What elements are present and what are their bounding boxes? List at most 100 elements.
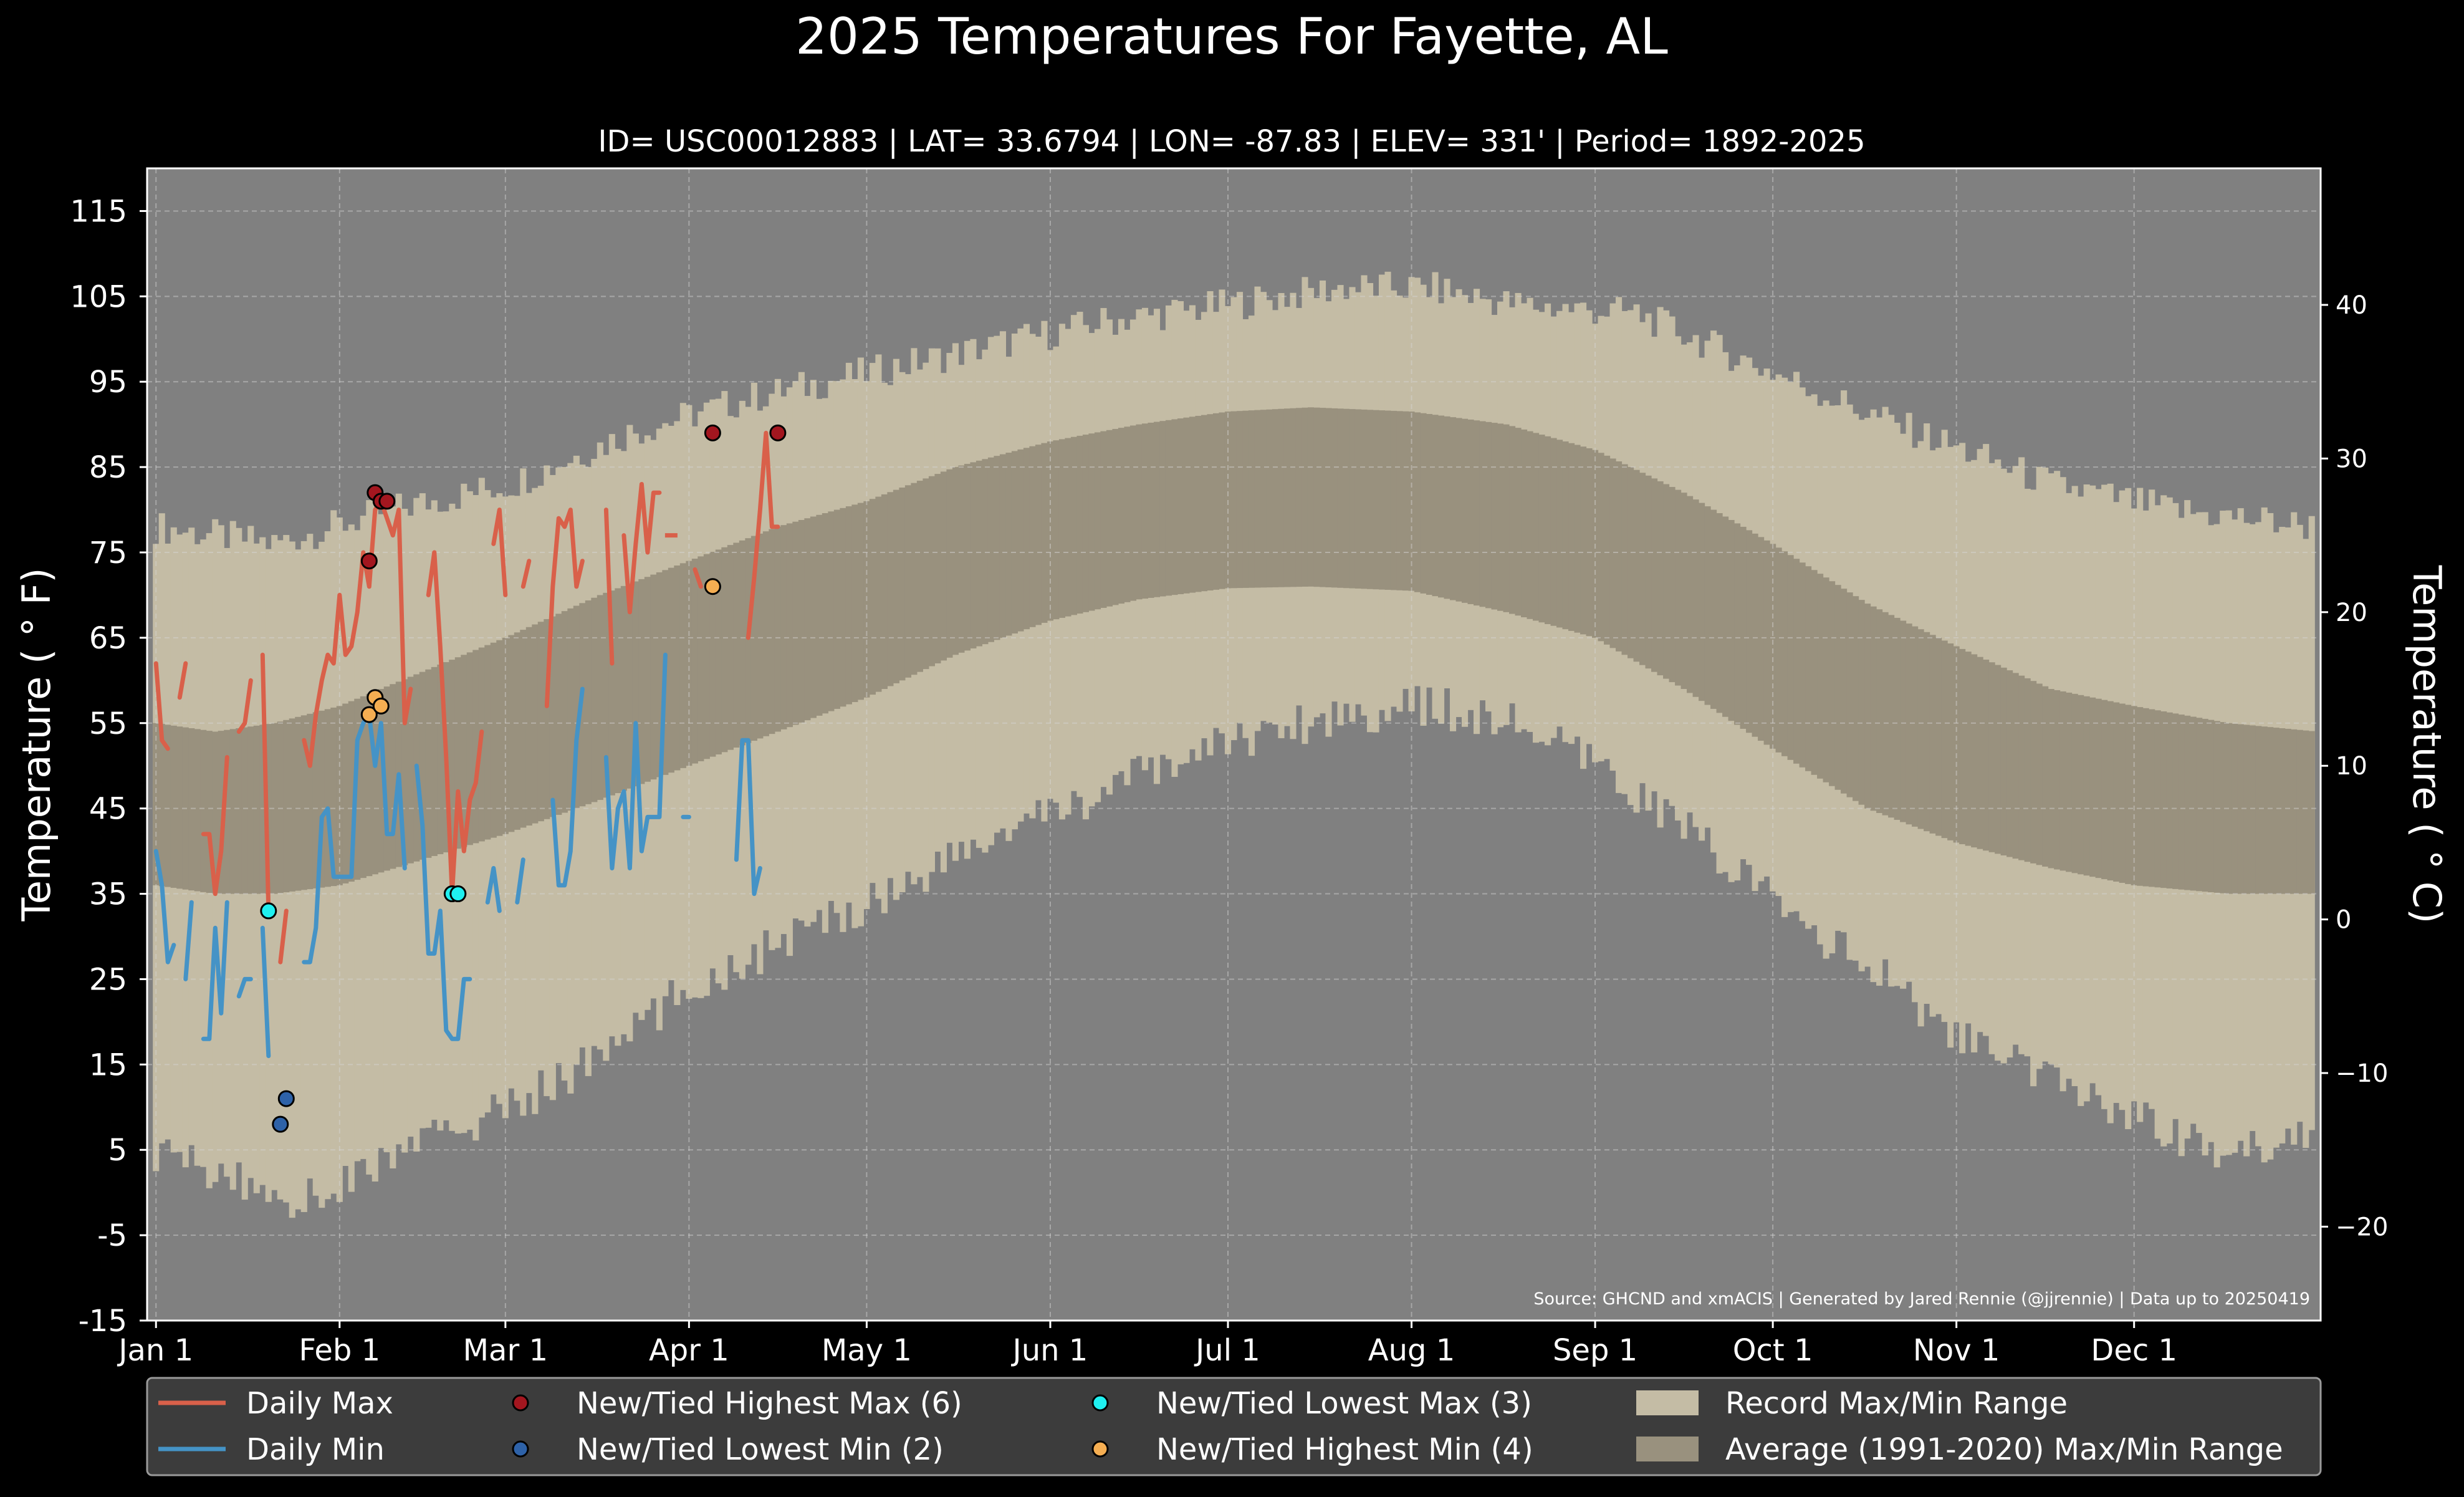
normal-range-bar xyxy=(798,519,805,723)
normal-range-bar xyxy=(1082,435,1090,612)
normal-range-bar xyxy=(1070,436,1078,615)
normal-range-bar xyxy=(1995,665,2001,854)
normal-range-bar xyxy=(206,731,213,893)
normal-range-bar xyxy=(739,540,745,746)
normal-range-bar xyxy=(1467,419,1474,604)
normal-range-bar xyxy=(573,605,580,809)
normal-range-bar xyxy=(1106,430,1113,607)
daily-max-line xyxy=(236,678,253,734)
normal-range-bar xyxy=(727,545,734,750)
normal-range-bar xyxy=(928,476,935,667)
normal-range-bar xyxy=(1153,421,1161,597)
normal-range-bar xyxy=(2107,701,2114,881)
normal-range-bar xyxy=(437,664,444,854)
normal-range-bar xyxy=(1876,609,1883,813)
daily-min-line xyxy=(734,738,762,897)
normal-range-bar xyxy=(561,611,568,813)
normal-range-bar xyxy=(1556,440,1563,628)
normal-range-bar xyxy=(863,501,870,698)
normal-range-bar xyxy=(2054,690,2061,870)
normal-range-bar xyxy=(502,637,509,834)
normal-range-bar xyxy=(591,597,598,802)
normal-range-bar xyxy=(247,726,254,894)
normal-range-bar xyxy=(496,640,503,836)
normal-range-bar xyxy=(2137,707,2144,886)
normal-range-bar xyxy=(224,729,231,894)
legend-label: New/Tied Lowest Min (2) xyxy=(577,1432,944,1467)
normal-range-bar xyxy=(1793,559,1800,764)
normal-range-bar xyxy=(330,707,337,887)
normal-range-bar xyxy=(2243,724,2250,894)
legend: Daily Max Daily Min New/Tied Highest Max (… xyxy=(146,1377,2322,1476)
normal-range-bar xyxy=(833,509,840,709)
daily-max-line xyxy=(745,430,780,640)
normal-range-bar xyxy=(1313,407,1320,587)
normal-range-bar xyxy=(2172,713,2179,889)
normal-range-bar xyxy=(1675,489,1682,686)
normal-range-bar xyxy=(804,518,811,721)
normal-range-bar xyxy=(271,723,278,894)
normal-range-bar xyxy=(1687,496,1694,693)
daily-max-line xyxy=(621,482,662,615)
normal-range-bar xyxy=(780,525,787,729)
normal-range-bar xyxy=(1609,458,1616,648)
daily-min-line xyxy=(260,925,271,1059)
normal-range-bar xyxy=(691,559,698,764)
normal-range-bar xyxy=(2042,686,2049,867)
normal-range-bar xyxy=(1977,657,1983,849)
normal-range-bar xyxy=(544,619,550,819)
new-high-max-marker xyxy=(769,424,787,441)
normal-range-bar xyxy=(999,454,1006,638)
normal-range-bar xyxy=(686,561,693,766)
normal-range-bar xyxy=(2261,726,2268,894)
normal-range-bar xyxy=(899,487,906,681)
daily-min-line xyxy=(153,849,176,965)
normal-range-bar xyxy=(2095,698,2102,878)
new-high-min-marker xyxy=(372,697,390,715)
normal-range-bar xyxy=(366,693,373,877)
normal-range-bar xyxy=(2154,710,2161,888)
normal-range-bar xyxy=(1331,408,1338,588)
normal-range-bar xyxy=(324,709,331,887)
new-low-min-marker xyxy=(272,1115,289,1133)
normal-range-bar xyxy=(2030,681,2037,864)
normal-range-bar xyxy=(1663,484,1670,679)
normal-range-bar xyxy=(295,716,302,891)
normal-range-bar xyxy=(2059,691,2066,871)
legend-label: Record Max/Min Range xyxy=(1725,1386,2068,1421)
normal-range-bar xyxy=(869,499,876,695)
normal-range-bar xyxy=(537,622,544,822)
normal-range-bar xyxy=(1124,426,1131,602)
normal-range-bar xyxy=(1846,592,1853,797)
normal-range-bar xyxy=(656,572,663,777)
normal-range-bar xyxy=(2125,705,2132,884)
normal-range-bar xyxy=(1236,411,1244,589)
normal-range-bar xyxy=(1094,432,1101,610)
normal-range-bar xyxy=(1325,408,1332,587)
normal-range-bar xyxy=(520,630,527,828)
daily-min-line xyxy=(603,652,668,870)
normal-range-bar xyxy=(1017,449,1024,632)
normal-range-bar xyxy=(1254,410,1261,588)
normal-range-bar xyxy=(449,660,456,851)
normal-range-bar xyxy=(241,727,248,894)
normal-range-bar xyxy=(934,474,941,663)
normal-range-bar xyxy=(1212,413,1220,590)
normal-range-bar xyxy=(1141,423,1149,599)
normal-range-bar xyxy=(1449,417,1457,600)
normal-range-bar xyxy=(845,506,852,705)
y-tick-label: 85 xyxy=(89,450,127,485)
normal-range-bar xyxy=(283,720,290,893)
new-high-max-marker xyxy=(378,493,396,510)
normal-range-bar xyxy=(1455,418,1462,602)
daily-min-line xyxy=(302,712,407,965)
normal-range-bar xyxy=(312,712,319,888)
new-low-max-marker xyxy=(449,885,467,903)
normal-range-bar xyxy=(1088,433,1095,611)
normal-range-bar xyxy=(401,679,408,865)
normal-range-bar xyxy=(1384,410,1391,590)
normal-range-bar xyxy=(1219,412,1225,589)
normal-range-bar xyxy=(2196,718,2203,892)
normal-range-bar xyxy=(1935,637,1942,836)
normal-range-bar xyxy=(1112,428,1119,605)
